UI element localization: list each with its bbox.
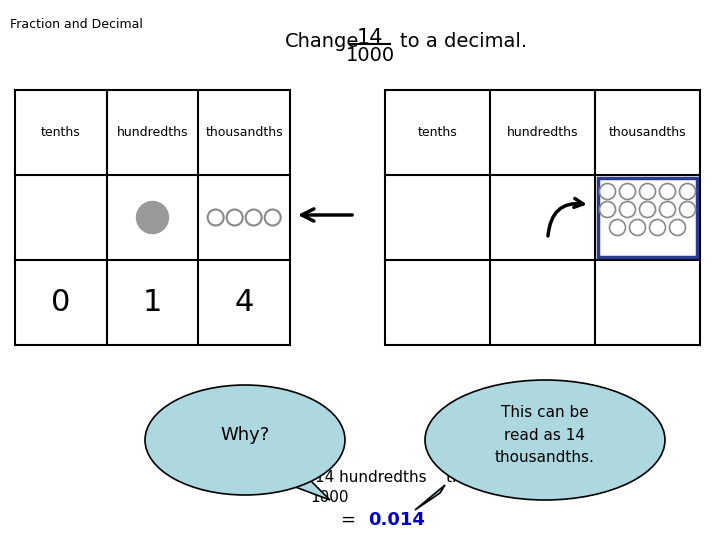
Circle shape [670,219,685,235]
Text: Change: Change [285,32,359,51]
Ellipse shape [145,385,345,495]
Circle shape [680,201,696,218]
Bar [15,90,290,345]
Polygon shape [290,480,330,500]
Text: to a decimal.: to a decimal. [400,32,527,51]
Circle shape [246,210,261,226]
Polygon shape [415,485,445,510]
Circle shape [265,210,281,226]
Circle shape [680,184,696,199]
Circle shape [227,210,243,226]
Text: This can be
read as 14
thousandths.: This can be read as 14 thousandths. [495,406,595,465]
Text: hundredths: hundredths [507,126,578,139]
Circle shape [629,219,646,235]
Text: tenths: tenths [41,126,81,139]
Text: hundredths: hundredths [117,126,188,139]
Circle shape [639,184,655,199]
Text: tenths: tenths [418,126,457,139]
Text: 0: 0 [51,288,71,317]
Bar [385,90,700,345]
Bar [598,178,697,257]
Circle shape [619,201,636,218]
Circle shape [137,201,168,233]
Text: thousandths: thousandths [608,126,686,139]
Text: 14: 14 [356,28,383,48]
Text: thousandths: thousandths [205,126,283,139]
Circle shape [639,201,655,218]
Circle shape [610,219,626,235]
Circle shape [207,210,224,226]
Circle shape [649,219,665,235]
Text: 1: 1 [143,288,162,317]
Ellipse shape [425,380,665,500]
Text: Fraction and Decimal: Fraction and Decimal [10,18,143,31]
Text: 14 hundredths    thousandths: 14 hundredths thousandths [315,470,541,485]
Text: 1000: 1000 [311,490,349,505]
Text: 4: 4 [235,288,254,317]
Circle shape [600,201,616,218]
Text: =: = [340,511,355,529]
Text: Why?: Why? [220,426,269,444]
Circle shape [660,201,675,218]
Circle shape [660,184,675,199]
Circle shape [600,184,616,199]
Text: 1000: 1000 [346,46,395,65]
Text: 0.014: 0.014 [368,511,425,529]
FancyArrowPatch shape [548,199,583,236]
Circle shape [619,184,636,199]
